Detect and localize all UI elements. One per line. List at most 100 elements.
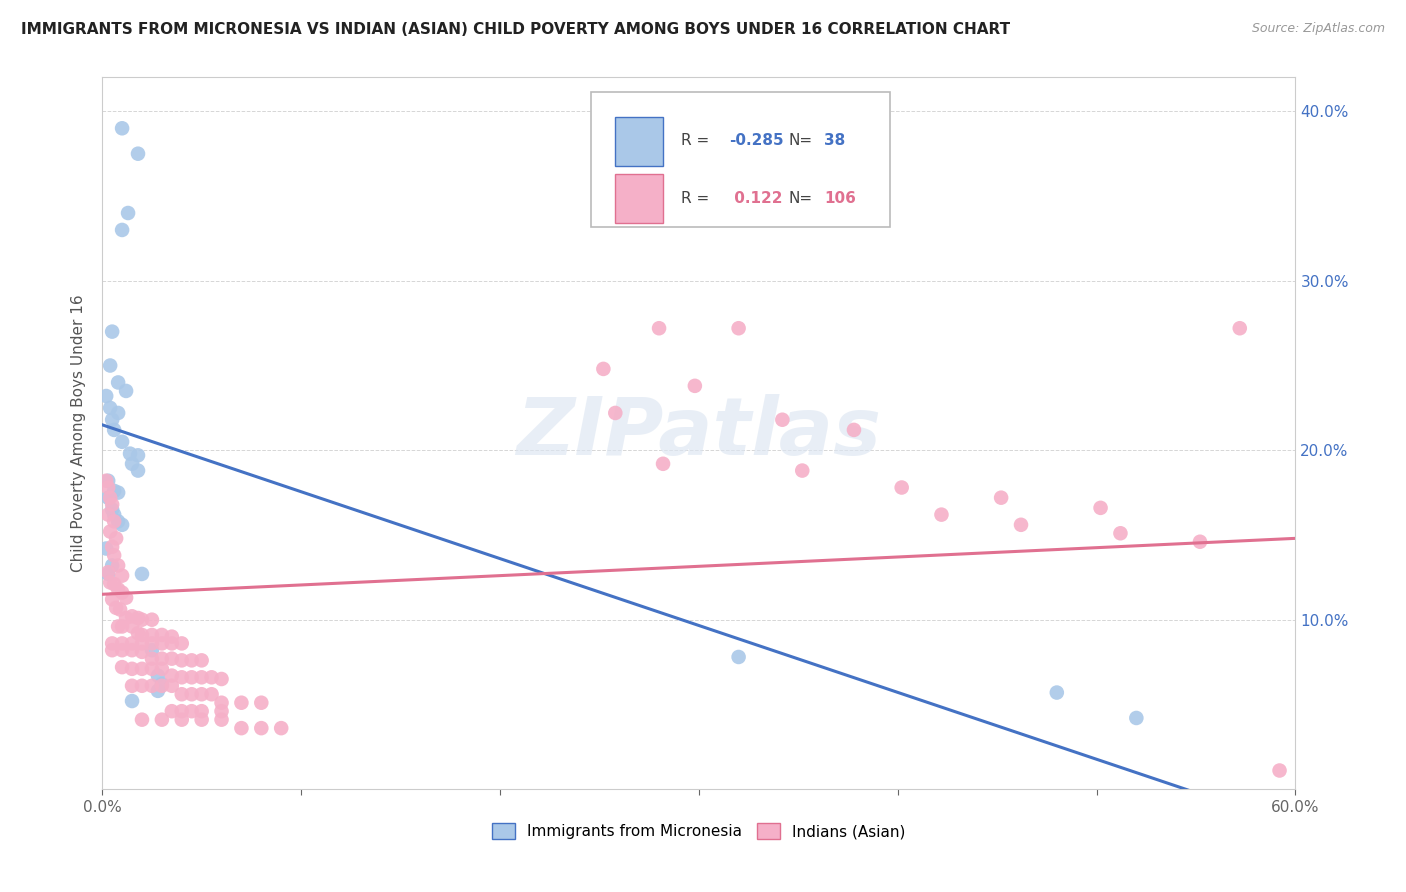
Point — [121, 619, 143, 633]
Point — [160, 630, 183, 644]
Point — [141, 613, 163, 627]
Point — [107, 485, 129, 500]
Point — [101, 413, 124, 427]
Point — [131, 713, 153, 727]
Point — [121, 609, 143, 624]
Point — [170, 713, 193, 727]
Point — [101, 636, 124, 650]
Point — [111, 517, 134, 532]
Point — [121, 457, 143, 471]
Point — [96, 541, 118, 556]
Point — [97, 508, 120, 522]
Text: 0.122: 0.122 — [728, 191, 782, 206]
Point — [150, 662, 173, 676]
Point — [103, 515, 125, 529]
Point — [101, 592, 124, 607]
Point — [111, 585, 134, 599]
Point — [96, 389, 118, 403]
Point — [727, 650, 749, 665]
Point — [190, 704, 212, 718]
Point — [131, 613, 153, 627]
Point — [605, 406, 627, 420]
Point — [770, 413, 793, 427]
Point — [107, 376, 129, 390]
Point — [98, 575, 121, 590]
Point — [111, 434, 134, 449]
Point — [180, 704, 202, 718]
Point — [683, 379, 706, 393]
Point — [727, 321, 749, 335]
Point — [98, 401, 121, 415]
Point — [105, 532, 128, 546]
Point — [111, 121, 134, 136]
Point — [1046, 685, 1069, 699]
Point — [150, 713, 173, 727]
Point — [211, 713, 233, 727]
Point — [146, 684, 169, 698]
Point — [121, 662, 143, 676]
Point — [101, 558, 124, 573]
Text: N=: N= — [789, 191, 813, 206]
Point — [111, 568, 134, 582]
Point — [211, 704, 233, 718]
Point — [1268, 764, 1291, 778]
Point — [190, 653, 212, 667]
Point — [103, 483, 125, 498]
Point — [890, 481, 912, 495]
Point — [127, 448, 149, 462]
Point — [98, 359, 121, 373]
Point — [170, 687, 193, 701]
Point — [103, 423, 125, 437]
Point — [121, 643, 143, 657]
Point — [150, 628, 173, 642]
Point — [101, 325, 124, 339]
Point — [160, 679, 183, 693]
Point — [131, 636, 153, 650]
Point — [141, 651, 163, 665]
Point — [127, 464, 149, 478]
Point — [211, 696, 233, 710]
Point — [101, 498, 124, 512]
Point — [111, 636, 134, 650]
Point — [131, 679, 153, 693]
FancyBboxPatch shape — [616, 174, 664, 223]
Point — [170, 636, 193, 650]
Text: N=: N= — [789, 133, 813, 147]
Point — [170, 670, 193, 684]
Point — [170, 704, 193, 718]
Text: Source: ZipAtlas.com: Source: ZipAtlas.com — [1251, 22, 1385, 36]
Point — [141, 662, 163, 676]
Point — [107, 406, 129, 420]
Point — [652, 457, 675, 471]
Point — [180, 687, 202, 701]
Text: 106: 106 — [824, 191, 856, 206]
Point — [190, 713, 212, 727]
Point — [98, 524, 121, 539]
Point — [170, 653, 193, 667]
Point — [250, 696, 273, 710]
Legend: Immigrants from Micronesia, Indians (Asian): Immigrants from Micronesia, Indians (Asi… — [485, 817, 912, 846]
Point — [115, 591, 138, 605]
Point — [150, 651, 173, 665]
Point — [1090, 500, 1112, 515]
Point — [111, 643, 134, 657]
Point — [111, 223, 134, 237]
Point — [1188, 534, 1211, 549]
Point — [115, 611, 138, 625]
Point — [111, 619, 134, 633]
Point — [842, 423, 865, 437]
Point — [180, 670, 202, 684]
Point — [103, 508, 125, 522]
Point — [231, 696, 253, 710]
Point — [103, 549, 125, 563]
Point — [211, 672, 233, 686]
Point — [648, 321, 671, 335]
Text: IMMIGRANTS FROM MICRONESIA VS INDIAN (ASIAN) CHILD POVERTY AMONG BOYS UNDER 16 C: IMMIGRANTS FROM MICRONESIA VS INDIAN (AS… — [21, 22, 1011, 37]
Point — [115, 384, 138, 398]
Point — [990, 491, 1012, 505]
Point — [190, 687, 212, 701]
Point — [96, 474, 118, 488]
Point — [131, 645, 153, 659]
Point — [107, 619, 129, 633]
Text: 38: 38 — [824, 133, 845, 147]
